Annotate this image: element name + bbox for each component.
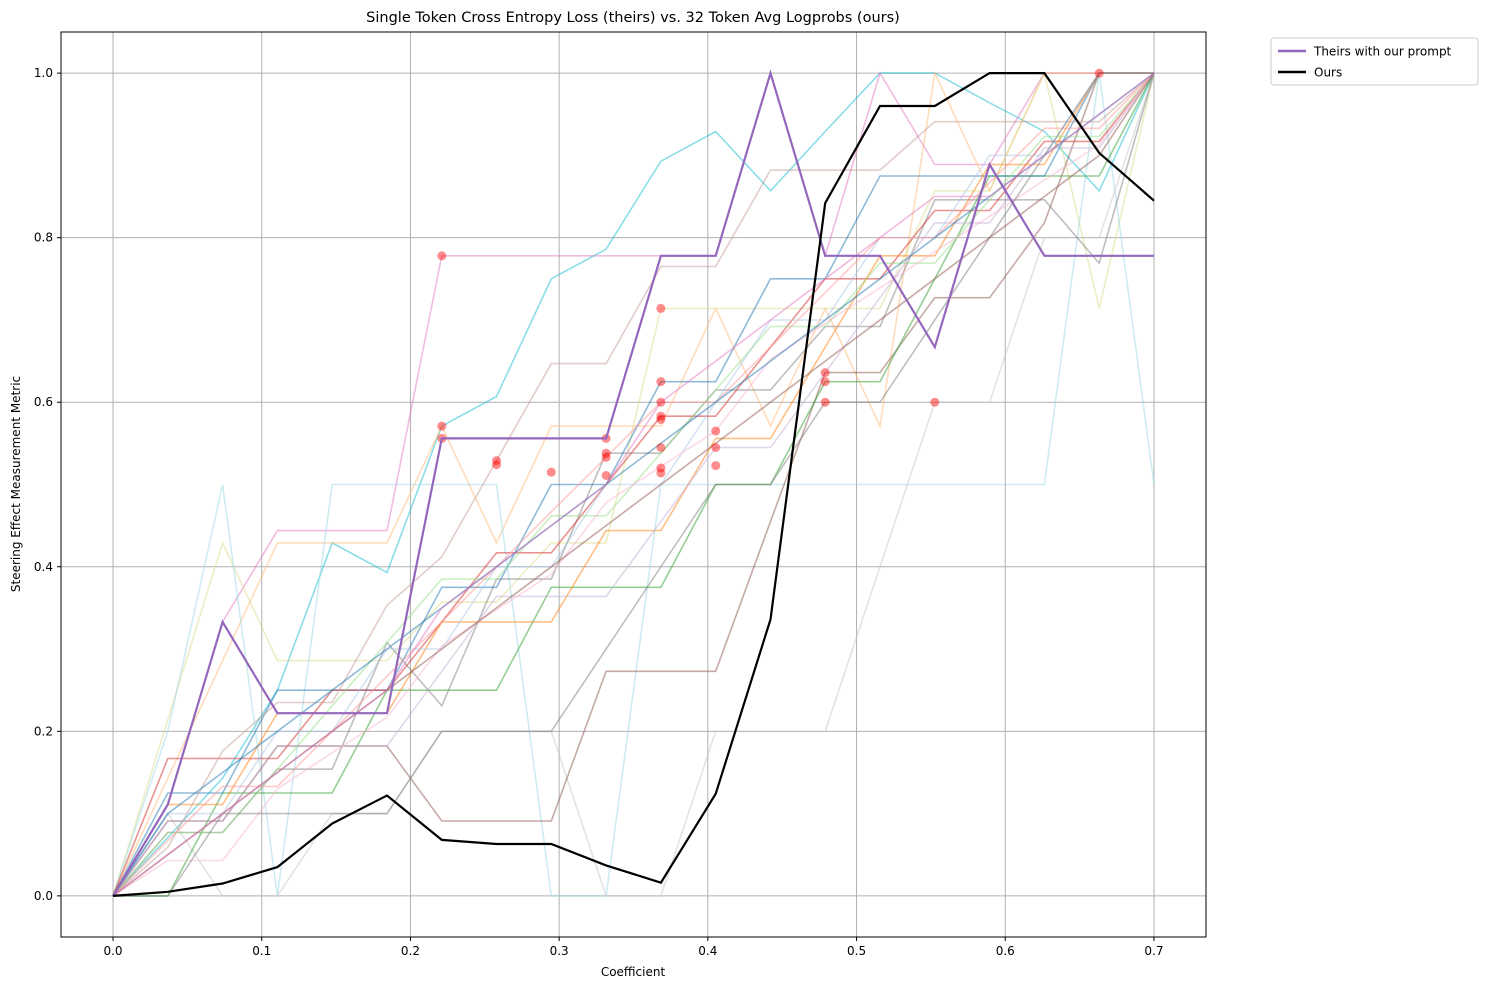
y-axis-ticks: 0.0 0.2 0.4 0.6 0.8 1.0	[34, 66, 61, 903]
y-tick-label: 0.0	[34, 889, 53, 903]
series-line-6	[112, 72, 1155, 897]
x-tick-label: 0.0	[103, 944, 122, 958]
outlier-marker	[546, 467, 556, 477]
x-tick-label: 0.7	[1144, 944, 1163, 958]
series-line-23	[112, 72, 1155, 897]
outlier-marker	[820, 397, 830, 407]
highlighted-series	[112, 69, 1155, 897]
y-tick-label: 0.8	[34, 231, 53, 245]
outlier-marker	[492, 460, 502, 470]
outlier-marker	[601, 470, 611, 480]
outlier-marker	[930, 397, 940, 407]
series-line-12	[112, 72, 1154, 897]
legend-label-theirs: Theirs with our prompt	[1313, 45, 1452, 59]
legend-label-ours: Ours	[1314, 66, 1342, 80]
y-tick-label: 0.6	[34, 395, 53, 409]
outlier-marker	[656, 377, 666, 387]
y-tick-label: 0.2	[34, 724, 53, 738]
x-tick-label: 0.3	[550, 944, 569, 958]
x-axis-label: Coefficient	[601, 965, 666, 979]
y-axis-label: Steering Effect Measurement Metric	[9, 376, 23, 592]
outlier-marker	[656, 397, 666, 407]
series-line-7	[112, 72, 1155, 897]
x-axis-ticks: 0.0 0.1 0.2 0.3 0.4 0.5 0.6 0.7	[103, 937, 1164, 958]
plot-area	[60, 31, 1207, 938]
outlier-marker	[711, 442, 721, 452]
outlier-marker	[656, 303, 666, 313]
outlier-marker	[820, 377, 830, 387]
chart-title: Single Token Cross Entropy Loss (theirs)…	[366, 10, 900, 26]
outlier-marker	[437, 251, 447, 261]
series-line-theirs-with-our-prompt	[112, 69, 1154, 897]
series-line-3	[112, 70, 1154, 897]
outlier-marker	[820, 368, 830, 378]
outlier-marker	[656, 411, 666, 421]
x-tick-label: 0.4	[698, 944, 717, 958]
series-line-21	[113, 72, 1154, 897]
markers	[437, 68, 1104, 480]
outlier-marker	[656, 442, 666, 452]
outlier-marker	[601, 452, 611, 462]
outlier-marker	[601, 448, 611, 458]
outlier-marker	[656, 415, 666, 425]
x-tick-label: 0.6	[996, 944, 1015, 958]
x-tick-label: 0.2	[401, 944, 420, 958]
outlier-marker	[437, 421, 447, 431]
outlier-marker	[656, 463, 666, 473]
plot-frame	[60, 31, 1207, 938]
series-line-20	[112, 72, 1155, 897]
outlier-marker	[1094, 68, 1104, 78]
outlier-marker	[711, 461, 721, 471]
series-line-2	[112, 72, 1155, 897]
x-tick-label: 0.1	[252, 944, 271, 958]
y-tick-label: 1.0	[34, 66, 53, 80]
outlier-marker	[656, 468, 666, 478]
series-line-15	[112, 72, 1155, 897]
outlier-marker	[492, 456, 502, 466]
y-tick-label: 0.4	[34, 560, 53, 574]
series-line-11	[112, 72, 1155, 897]
legend-box	[1270, 37, 1479, 86]
series-line-ours	[112, 71, 1155, 897]
background-series	[112, 70, 1155, 897]
outlier-marker	[711, 426, 721, 436]
legend: Theirs with our prompt Ours	[1270, 37, 1479, 86]
x-tick-label: 0.5	[847, 944, 866, 958]
